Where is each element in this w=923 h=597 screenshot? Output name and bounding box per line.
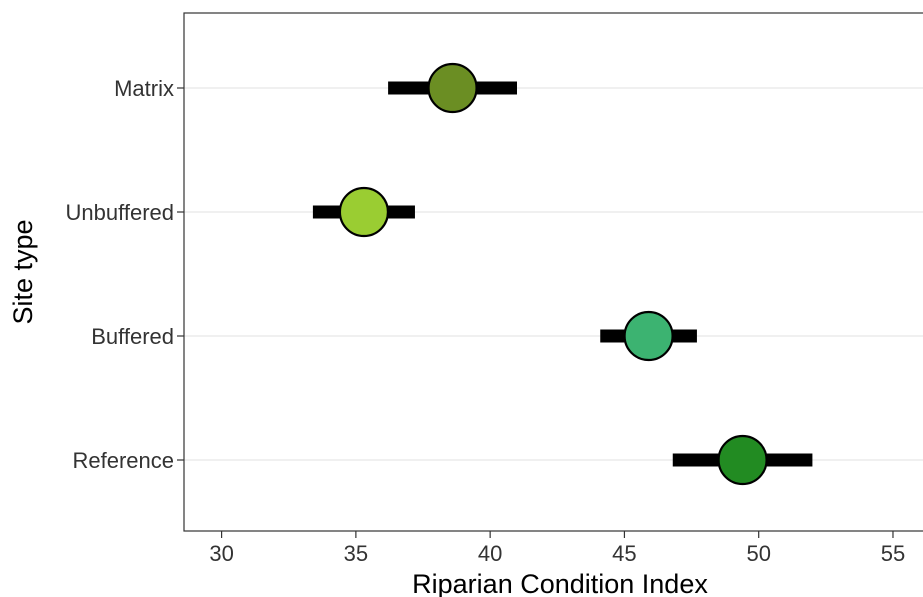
- y-tick-label-matrix: Matrix: [114, 76, 174, 101]
- grid-layer: [184, 87, 923, 461]
- x-axis: 30 35 40 45 50 55: [209, 531, 905, 566]
- data-marks: [312, 62, 813, 486]
- y-axis: Matrix Unbuffered Buffered Reference: [66, 76, 184, 473]
- x-axis-title: Riparian Condition Index: [412, 569, 708, 597]
- point-matrix: [427, 62, 478, 114]
- y-tick-label-reference: Reference: [72, 448, 174, 473]
- point-unbuffered: [338, 186, 390, 238]
- x-tick-label-35: 35: [344, 541, 368, 566]
- x-tick-label-55: 55: [881, 541, 905, 566]
- plot-panel-border: [183, 12, 923, 532]
- point-buffered: [623, 310, 674, 362]
- y-tick-label-unbuffered: Unbuffered: [66, 200, 174, 225]
- point-reference: [717, 434, 768, 486]
- x-tick-label-45: 45: [612, 541, 636, 566]
- x-tick-label-30: 30: [209, 541, 233, 566]
- y-tick-label-buffered: Buffered: [91, 324, 174, 349]
- x-tick-label-40: 40: [478, 541, 502, 566]
- y-axis-title: Site type: [8, 219, 38, 324]
- x-tick-label-50: 50: [746, 541, 770, 566]
